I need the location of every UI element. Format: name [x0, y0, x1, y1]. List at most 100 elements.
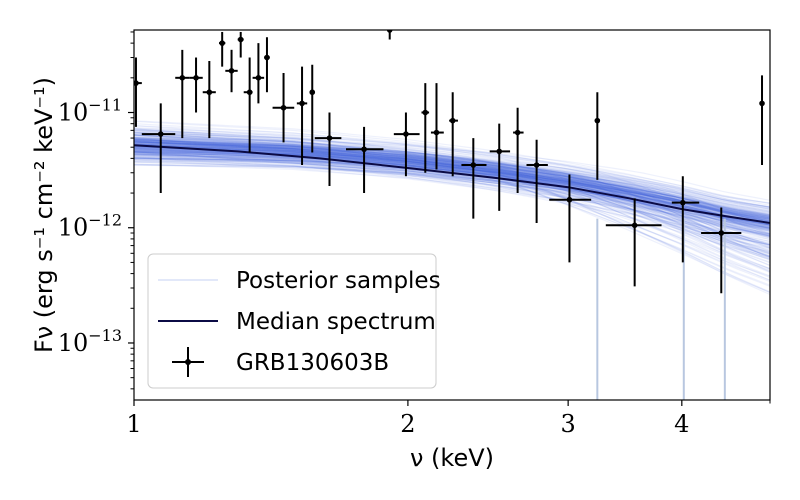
data-point-marker	[422, 109, 429, 116]
y-tick-exponent: −13	[88, 326, 122, 345]
data-point	[594, 92, 601, 180]
plot-frame	[133, 29, 771, 401]
data-point-marker	[403, 131, 409, 137]
x-axis-label: ν (keV)	[410, 444, 494, 472]
data-point-marker	[386, 30, 393, 33]
posterior-sample-line	[134, 156, 770, 246]
posterior-sample-line	[134, 153, 770, 236]
posterior-sample-line	[134, 154, 770, 277]
legend-data-swatch-dot	[185, 359, 191, 365]
legend-median-label: Median spectrum	[236, 309, 436, 335]
data-point	[252, 43, 265, 104]
posterior-sample-line	[134, 164, 770, 229]
data-point	[243, 57, 253, 153]
data-point-marker	[361, 146, 367, 153]
data-point	[296, 66, 308, 166]
y-tick-base: 10	[58, 329, 89, 357]
x-tick-label: 1	[126, 410, 141, 438]
legend-posterior-label: Posterior samples	[236, 268, 441, 294]
x-tick-label: 3	[560, 410, 575, 438]
data-point-marker	[219, 40, 225, 46]
data-point	[759, 75, 765, 166]
y-tick-base: 10	[58, 214, 89, 242]
median-spectrum-layer	[134, 144, 770, 224]
data-point	[671, 176, 700, 263]
data-point	[264, 37, 270, 93]
data-point-marker	[594, 117, 601, 124]
data-point	[430, 83, 444, 170]
data-point	[202, 60, 216, 139]
y-tick-base: 10	[58, 99, 89, 127]
data-point-marker	[255, 75, 262, 81]
data-point	[489, 123, 511, 211]
data-point	[141, 103, 176, 194]
posterior-sample-line	[134, 159, 770, 232]
data-point-marker	[299, 100, 305, 107]
data-point	[605, 198, 662, 287]
median-spectrum-line	[134, 144, 770, 224]
y-tick-exponent: −12	[88, 211, 122, 230]
posterior-sample-line	[134, 151, 770, 244]
data-point-marker	[759, 100, 765, 107]
posterior-sample-line	[134, 159, 770, 246]
data-point-marker	[264, 54, 270, 61]
data-point-marker	[631, 222, 638, 229]
data-point	[237, 31, 244, 58]
data-point	[549, 174, 592, 263]
posterior-sample-line	[134, 155, 770, 236]
data-point-marker	[566, 196, 573, 203]
posterior-sample-line	[134, 154, 770, 237]
posterior-sample-line	[134, 150, 770, 249]
data-point-marker	[309, 89, 316, 96]
data-point	[314, 112, 342, 187]
data-point	[386, 30, 393, 40]
posterior-sample-line	[134, 157, 770, 241]
data-point	[175, 49, 190, 139]
posterior-sample-line	[134, 156, 770, 270]
legend: Posterior samples Median spectrum GRB130…	[147, 253, 441, 389]
y-tick-label: 10−11	[58, 96, 122, 127]
posterior-sample-line	[134, 163, 770, 266]
posterior-sample-line	[134, 161, 770, 246]
data-point-marker	[514, 129, 521, 136]
data-point-marker	[280, 104, 287, 111]
posterior-sample-line	[134, 147, 770, 242]
data-point-marker	[326, 135, 333, 141]
data-point-marker	[228, 68, 235, 74]
posterior-sample-line	[134, 157, 770, 238]
data-point-marker	[179, 75, 186, 81]
data-point-marker	[470, 162, 477, 168]
data-point	[309, 64, 316, 153]
data-points-layer	[134, 30, 765, 294]
data-point	[701, 207, 742, 294]
posterior-sample-line	[134, 151, 770, 242]
y-tick-label: 10−12	[58, 211, 122, 242]
data-point	[225, 49, 238, 93]
data-point-marker	[193, 75, 199, 81]
posterior-sample-line	[134, 158, 770, 259]
data-point	[393, 112, 420, 177]
y-axis-label: Fν (erg s⁻¹ cm⁻² keV⁻¹)	[30, 77, 58, 353]
x-tick-label: 2	[400, 410, 415, 438]
data-point-marker	[134, 80, 139, 86]
y-tick-label: 10−13	[58, 326, 122, 357]
posterior-sample-line	[134, 161, 770, 258]
data-point	[526, 139, 548, 223]
data-point	[134, 57, 142, 127]
data-point	[219, 31, 226, 67]
data-point-marker	[433, 129, 440, 136]
data-point-marker	[237, 36, 244, 43]
posterior-sample-line	[134, 151, 770, 253]
legend-data-label: GRB130603B	[236, 350, 389, 376]
legend-box	[147, 253, 437, 389]
data-point-marker	[246, 89, 253, 96]
data-point-marker	[157, 131, 164, 137]
data-point	[421, 83, 430, 173]
data-point	[513, 107, 524, 194]
data-point	[272, 73, 295, 143]
data-point	[346, 126, 384, 194]
y-tick-exponent: −11	[88, 96, 122, 115]
data-point-marker	[496, 148, 503, 155]
